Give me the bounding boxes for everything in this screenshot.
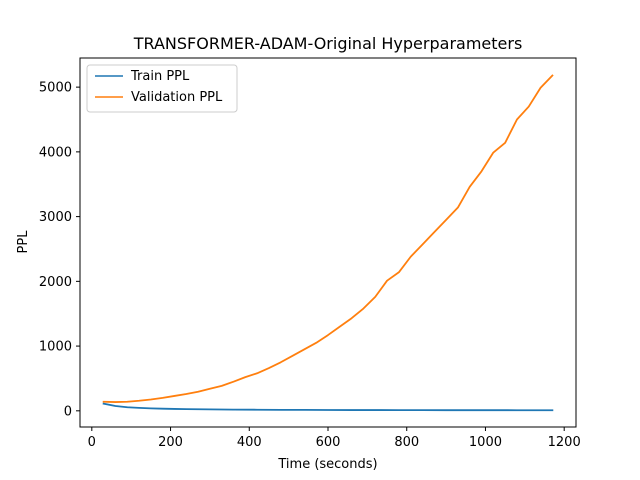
y-tick-label: 1000 <box>39 340 72 355</box>
y-tick-label: 5000 <box>39 81 72 96</box>
series-line-validation-ppl <box>102 74 554 403</box>
legend-label-validation-ppl: Validation PPL <box>131 90 223 105</box>
y-axis: 0 1000 2000 3000 4000 5000 <box>39 81 80 419</box>
x-tick-label: 1000 <box>469 435 502 450</box>
x-tick-label: 200 <box>158 435 183 450</box>
x-tick-label: 0 <box>88 435 96 450</box>
y-axis-label: PPL <box>16 230 31 254</box>
x-tick-label: 400 <box>237 435 262 450</box>
y-tick-label: 2000 <box>39 275 72 290</box>
y-tick-label: 4000 <box>39 145 72 160</box>
x-tick-label: 600 <box>316 435 341 450</box>
x-axis-label: Time (seconds) <box>277 457 377 472</box>
y-tick-label: 0 <box>64 404 72 419</box>
series-line-train-ppl <box>102 402 554 412</box>
legend-box <box>86 64 238 113</box>
legend-label-train-ppl: Train PPL <box>130 69 190 84</box>
legend: Train PPL Validation PPL <box>86 64 238 113</box>
x-tick-label: 800 <box>394 435 419 450</box>
x-axis: 0 200 400 600 800 1000 1200 <box>88 427 581 450</box>
chart-title: TRANSFORMER-ADAM-Original Hyperparameter… <box>133 34 523 53</box>
y-tick-label: 3000 <box>39 210 72 225</box>
x-tick-label: 1200 <box>548 435 581 450</box>
series-layer <box>102 74 554 412</box>
